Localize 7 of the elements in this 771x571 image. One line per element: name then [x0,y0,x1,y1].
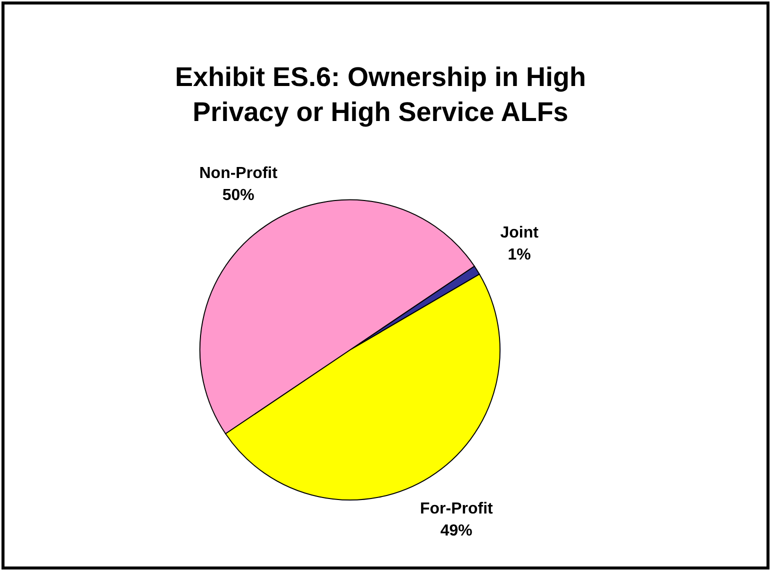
data-label: 49% [440,522,472,540]
data-label: 50% [222,187,254,204]
slice-label: For-Profit [420,500,494,518]
chart-title: Exhibit ES.6: Ownership in High Privacy or High Service ALFs [174,62,586,127]
data-label: 1% [508,246,531,264]
slice-label: Joint [500,224,540,242]
slice-label: Non-Profit [199,165,278,182]
